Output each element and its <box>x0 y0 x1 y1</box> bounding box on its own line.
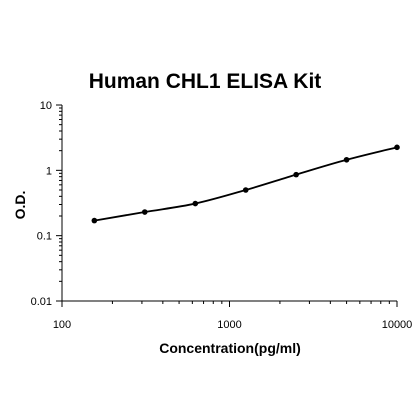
fitted-curve <box>94 146 398 222</box>
x-tick-label: 100 <box>53 319 71 331</box>
x-tick-label: 1000 <box>217 319 241 331</box>
data-point <box>91 217 98 224</box>
data-point <box>394 144 400 151</box>
x-tick-label: 10000 <box>382 319 413 331</box>
data-point <box>343 156 350 163</box>
data-point <box>293 171 299 178</box>
y-tick-label: 10 <box>40 100 52 112</box>
y-tick-label: 1 <box>46 165 52 177</box>
data-point <box>242 187 249 193</box>
x-axis-label: Concentration(pg/ml) <box>159 340 301 356</box>
y-tick-label: 0.1 <box>37 231 52 243</box>
data-point <box>141 209 148 215</box>
data-point <box>192 200 199 207</box>
chart-title: Human CHL1 ELISA Kit <box>88 70 322 93</box>
y-tick-label: 0.01 <box>31 296 52 308</box>
